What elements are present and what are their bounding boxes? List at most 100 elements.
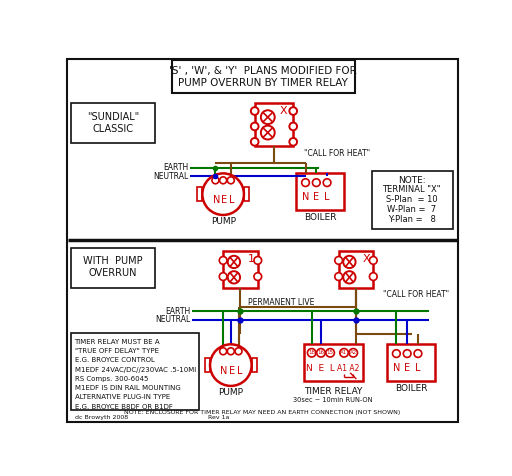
Text: E.G. BROYCE B8DF OR B1DF: E.G. BROYCE B8DF OR B1DF — [75, 404, 173, 410]
Bar — [172, 60, 355, 92]
Text: X: X — [280, 106, 287, 116]
Circle shape — [235, 348, 242, 355]
Circle shape — [326, 348, 334, 357]
Circle shape — [370, 273, 377, 280]
Text: W-Plan =  7: W-Plan = 7 — [387, 205, 436, 214]
Text: N  E  L: N E L — [307, 365, 335, 374]
Text: RS Comps. 300-6045: RS Comps. 300-6045 — [75, 376, 148, 382]
Bar — [251, 358, 257, 372]
Text: Y-Plan =   8: Y-Plan = 8 — [388, 215, 436, 224]
Text: PUMP: PUMP — [218, 388, 243, 397]
Text: WITH  PUMP: WITH PUMP — [83, 256, 143, 266]
Text: NEUTRAL: NEUTRAL — [153, 172, 188, 181]
Text: PUMP OVERRUN BY TIMER RELAY: PUMP OVERRUN BY TIMER RELAY — [178, 78, 348, 89]
Text: 'S' , 'W', & 'Y'  PLANS MODIFIED FOR: 'S' , 'W', & 'Y' PLANS MODIFIED FOR — [169, 66, 357, 76]
Text: N: N — [302, 192, 309, 202]
Text: EARTH: EARTH — [163, 163, 188, 172]
Text: N: N — [212, 195, 220, 205]
Text: CLASSIC: CLASSIC — [93, 125, 134, 135]
Text: NOTE:: NOTE: — [398, 176, 425, 185]
Text: ALTERNATIVE PLUG-IN TYPE: ALTERNATIVE PLUG-IN TYPE — [75, 395, 170, 400]
Text: OVERRUN: OVERRUN — [89, 268, 137, 278]
Bar — [387, 344, 435, 380]
Circle shape — [289, 138, 297, 146]
Text: E: E — [221, 195, 227, 205]
Circle shape — [403, 350, 411, 357]
Bar — [72, 248, 155, 288]
Text: L: L — [415, 363, 421, 373]
Circle shape — [317, 348, 325, 357]
Circle shape — [323, 179, 331, 187]
Text: 30sec ~ 10min RUN-ON: 30sec ~ 10min RUN-ON — [293, 397, 373, 403]
Text: L: L — [229, 195, 234, 205]
Bar — [72, 103, 155, 143]
Circle shape — [312, 179, 320, 187]
Text: BOILER: BOILER — [304, 213, 336, 222]
Text: A1 A2: A1 A2 — [337, 365, 360, 374]
Text: E.G. BROYCE CONTROL: E.G. BROYCE CONTROL — [75, 357, 155, 363]
Text: 18: 18 — [308, 350, 315, 355]
Circle shape — [302, 179, 309, 187]
Text: PUMP: PUMP — [210, 218, 236, 227]
Circle shape — [349, 348, 357, 357]
Bar — [372, 171, 453, 229]
Circle shape — [220, 348, 227, 355]
Text: "CALL FOR HEAT": "CALL FOR HEAT" — [382, 290, 449, 299]
Text: Rev 1a: Rev 1a — [208, 415, 229, 420]
Text: 16: 16 — [317, 350, 325, 355]
Text: N: N — [393, 363, 400, 373]
Text: NOTE: ENCLOSURE FOR TIMER RELAY MAY NEED AN EARTH CONNECTION (NOT SHOWN): NOTE: ENCLOSURE FOR TIMER RELAY MAY NEED… — [124, 410, 400, 416]
Text: 15: 15 — [327, 350, 334, 355]
Text: A2: A2 — [350, 350, 357, 355]
Circle shape — [343, 256, 355, 268]
Circle shape — [261, 126, 275, 139]
Text: A1: A1 — [340, 350, 348, 355]
Circle shape — [414, 350, 422, 357]
Text: 1: 1 — [247, 254, 254, 264]
Text: E: E — [228, 366, 234, 376]
Bar — [197, 187, 202, 201]
Circle shape — [254, 273, 262, 280]
Text: L: L — [324, 192, 330, 202]
Text: M1EDF 24VAC/DC//230VAC .5-10MI: M1EDF 24VAC/DC//230VAC .5-10MI — [75, 367, 196, 373]
Circle shape — [335, 257, 343, 264]
Bar — [338, 251, 373, 288]
Circle shape — [254, 257, 262, 264]
Bar — [223, 251, 258, 288]
Text: N: N — [220, 366, 228, 376]
Circle shape — [228, 256, 240, 268]
Text: dc Browyth 2008: dc Browyth 2008 — [75, 415, 127, 420]
Circle shape — [227, 177, 234, 184]
Circle shape — [289, 122, 297, 130]
Circle shape — [220, 177, 227, 184]
Bar — [304, 344, 362, 380]
Text: S-Plan  = 10: S-Plan = 10 — [386, 195, 438, 204]
Text: EARTH: EARTH — [165, 307, 190, 316]
Circle shape — [251, 138, 259, 146]
Circle shape — [261, 110, 275, 124]
Bar — [296, 173, 344, 209]
Circle shape — [212, 177, 219, 184]
Circle shape — [219, 257, 227, 264]
Text: X: X — [362, 254, 370, 264]
Circle shape — [228, 271, 240, 284]
Circle shape — [340, 348, 348, 357]
Text: BOILER: BOILER — [395, 384, 427, 393]
Circle shape — [335, 273, 343, 280]
Text: M1EDF IS DIN RAIL MOUNTING: M1EDF IS DIN RAIL MOUNTING — [75, 385, 180, 391]
Text: E: E — [313, 192, 319, 202]
Text: TIMER RELAY MUST BE A: TIMER RELAY MUST BE A — [75, 339, 160, 345]
Text: "CALL FOR HEAT": "CALL FOR HEAT" — [304, 149, 370, 158]
Circle shape — [393, 350, 400, 357]
Text: "TRUE OFF DELAY" TYPE: "TRUE OFF DELAY" TYPE — [75, 348, 159, 354]
Bar — [254, 103, 293, 146]
Circle shape — [219, 273, 227, 280]
Text: TIMER RELAY: TIMER RELAY — [304, 387, 362, 396]
Text: L: L — [237, 366, 242, 376]
Bar — [72, 333, 199, 410]
Circle shape — [251, 107, 259, 115]
Circle shape — [370, 257, 377, 264]
Text: PERMANENT LIVE: PERMANENT LIVE — [248, 298, 314, 307]
Text: TERMINAL "X": TERMINAL "X" — [382, 185, 441, 194]
Circle shape — [343, 271, 355, 284]
